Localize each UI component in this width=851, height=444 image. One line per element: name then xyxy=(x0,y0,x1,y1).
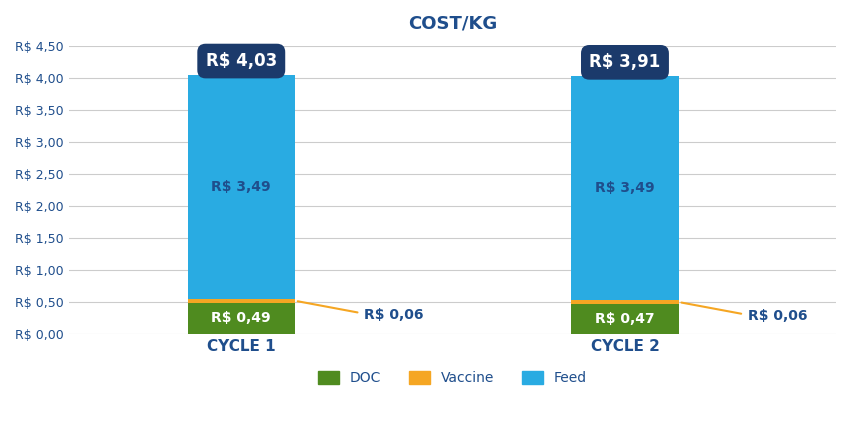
Text: R$ 3,49: R$ 3,49 xyxy=(211,180,271,194)
Text: R$ 0,06: R$ 0,06 xyxy=(748,309,808,323)
Title: COST/KG: COST/KG xyxy=(408,15,497,33)
Bar xyxy=(571,300,679,304)
Bar xyxy=(187,299,295,303)
Text: R$ 0,49: R$ 0,49 xyxy=(211,311,271,325)
Bar xyxy=(187,75,295,299)
Legend: DOC, Vaccine, Feed: DOC, Vaccine, Feed xyxy=(312,365,592,391)
Text: R$ 4,03: R$ 4,03 xyxy=(206,52,277,70)
Bar xyxy=(571,76,679,300)
Bar xyxy=(187,303,295,334)
Text: R$ 0,06: R$ 0,06 xyxy=(364,308,424,322)
Text: R$ 0,47: R$ 0,47 xyxy=(595,312,654,326)
Text: R$ 3,49: R$ 3,49 xyxy=(595,181,654,195)
Text: R$ 3,91: R$ 3,91 xyxy=(590,53,660,71)
Bar xyxy=(571,304,679,334)
